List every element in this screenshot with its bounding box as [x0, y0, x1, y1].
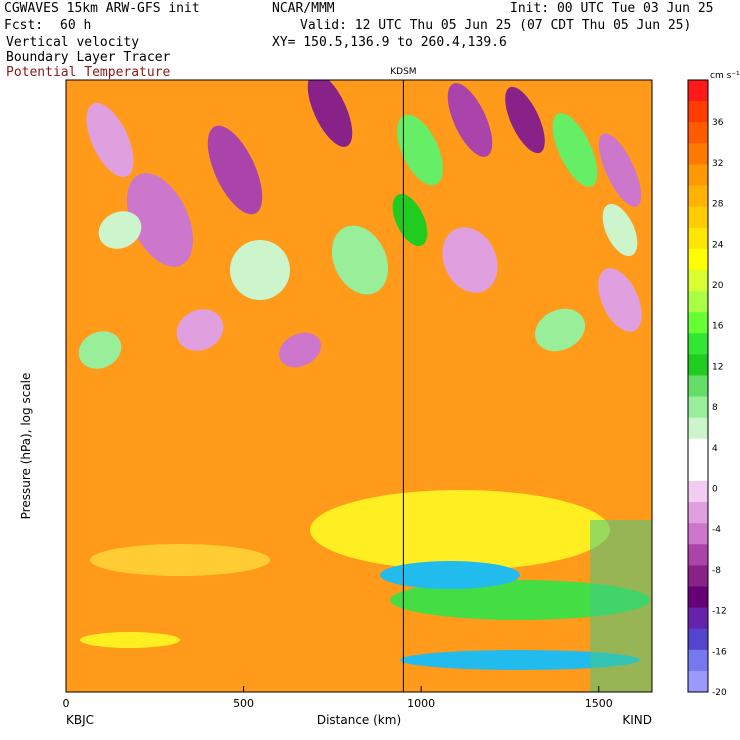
org-label: NCAR/MMM [272, 1, 335, 16]
field-potential-temperature: Potential Temperature [6, 65, 171, 80]
colorbar-swatch [688, 649, 708, 672]
colorbar-swatch [688, 586, 708, 609]
colorbar-swatch [688, 164, 708, 187]
valid-time: Valid: 12 UTC Thu 05 Jun 25 (07 CDT Thu … [300, 18, 692, 33]
colorbar-swatch [688, 607, 708, 630]
colorbar-swatch [688, 291, 708, 313]
colorbar-swatch [688, 417, 708, 440]
field-boundary-layer-tracer: Boundary Layer Tracer [6, 50, 171, 65]
right-station-label: KIND [622, 713, 652, 727]
left-station-label: KBJC [66, 713, 94, 727]
colorbar-label: -8 [712, 566, 721, 576]
colorbar-frame [687, 79, 709, 693]
colorbar-label: 36 [712, 118, 724, 128]
colorbar-swatch [688, 122, 708, 144]
fcst-value: 60 h [60, 18, 92, 33]
colorbar-label: -16 [712, 647, 727, 657]
init-time: Init: 00 UTC Tue 03 Jun 25 [510, 1, 714, 16]
colorbar-label: 16 [712, 322, 724, 332]
colorbar: 36 32 28 24 20 16 12 8 4 0 -4 -8 -12 -16 -20 cm s⁻¹ [687, 71, 740, 698]
colorbar-label: 8 [712, 403, 718, 413]
colorbar-swatch [688, 502, 708, 524]
xy-coords: XY= 150.5,136.9 to 260.4,139.6 [272, 35, 507, 50]
colorbar-swatch [688, 354, 708, 376]
colorbar-swatch [688, 227, 708, 250]
colorbar-swatch [688, 480, 708, 503]
colorbar-label: -20 [712, 688, 727, 698]
y-axis-title: Pressure (hPa), log scale [19, 373, 33, 520]
x-tick-label: 1500 [585, 697, 613, 710]
colorbar-swatch [688, 185, 708, 208]
colorbar-swatch [688, 396, 708, 419]
x-axis-title: Distance (km) [317, 713, 401, 727]
colorbar-swatch [688, 523, 708, 545]
colorbar-label: 24 [712, 240, 724, 250]
colorbar-label: -12 [712, 607, 727, 617]
colorbar-label: 28 [712, 200, 724, 210]
colorbar-swatch [688, 269, 708, 292]
field-vertical-velocity: Vertical velocity [6, 35, 140, 50]
colorbar-swatch [688, 101, 708, 123]
model-title: CGWAVES 15km ARW-GFS init [4, 1, 200, 16]
colorbar-swatch [688, 143, 708, 165]
colorbar-swatch [688, 80, 708, 102]
colorbar-swatch [688, 459, 708, 482]
fcst-label: Fcst: [4, 18, 44, 33]
colorbar-label: 0 [712, 485, 718, 495]
colorbar-swatch [688, 375, 708, 398]
x-tick-label: 1000 [407, 697, 435, 710]
colorbar-units: cm s⁻¹ [710, 71, 740, 81]
plot-area: 4204154104054003953903853803753703653603… [66, 80, 652, 692]
colorbar-swatch [688, 333, 708, 355]
kdsm-marker-label: KDSM [390, 67, 416, 77]
colorbar-swatch [688, 670, 708, 693]
x-tick-label: 0 [63, 697, 70, 710]
vertical-velocity-field [66, 80, 652, 692]
colorbar-swatch [688, 312, 708, 334]
plot-frame [65, 79, 653, 693]
colorbar-label: -4 [712, 525, 721, 535]
colorbar-label: 20 [712, 281, 724, 291]
colorbar-label: 12 [712, 362, 723, 372]
colorbar-swatch [688, 565, 708, 587]
colorbar-swatch [688, 628, 708, 651]
colorbar-swatch [688, 248, 708, 271]
x-tick-label: 500 [233, 697, 254, 710]
colorbar-swatch [688, 438, 708, 461]
colorbar-swatch [688, 544, 708, 566]
colorbar-label: 32 [712, 159, 723, 169]
colorbar-swatch [688, 206, 708, 229]
colorbar-label: 4 [712, 444, 718, 454]
